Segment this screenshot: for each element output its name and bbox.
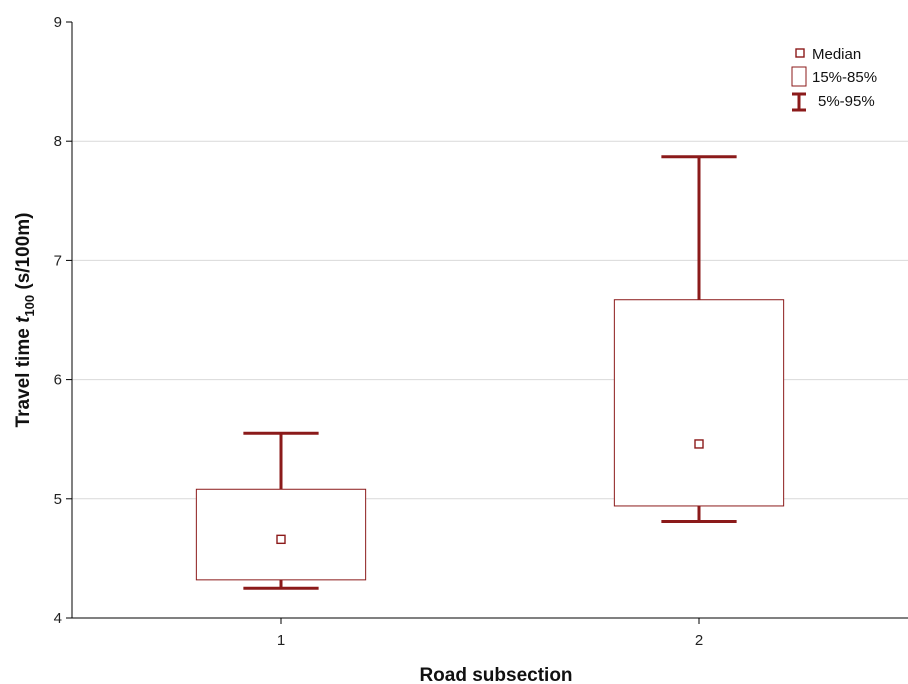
quantile-box <box>195 488 367 581</box>
axes: 4 5 6 7 8 9 1 2 <box>54 14 908 649</box>
x-tick-label: 2 <box>695 632 703 649</box>
y-axis-title-var: t <box>13 316 34 323</box>
legend-whisker-label: 5%-95% <box>818 93 875 110</box>
legend-box-marker <box>791 66 807 87</box>
x-tick-label: 1 <box>277 632 285 649</box>
median-marker <box>694 439 704 449</box>
y-tick-label: 9 <box>54 14 62 31</box>
y-axis-title-sub: 100 <box>22 295 37 317</box>
legend-median-label: Median <box>812 46 861 63</box>
box-group-1 <box>195 431 367 590</box>
y-tick-label: 6 <box>54 372 62 389</box>
y-axis-title-unit: (s/100m) <box>13 213 34 295</box>
quantile-box <box>613 299 785 507</box>
legend-box-label: 15%-85% <box>812 69 877 86</box>
y-tick-label: 4 <box>54 610 62 627</box>
y-tick-label: 8 <box>54 133 62 150</box>
y-axis-title-main: Travel time <box>13 323 34 428</box>
plot-area <box>195 155 785 590</box>
y-tick-label: 7 <box>54 252 62 269</box>
legend-whisker-marker <box>792 92 806 112</box>
y-tick-label: 5 <box>54 491 62 508</box>
x-axis-title: Road subsection <box>419 665 572 684</box>
legend-median-marker <box>795 48 805 58</box>
y-axis-title: Travel time t100 (s/100m) <box>13 213 37 428</box>
median-marker <box>276 534 286 545</box>
legend: Median 15%-85% 5%-95% <box>791 46 877 112</box>
box-group-2 <box>613 155 785 523</box>
